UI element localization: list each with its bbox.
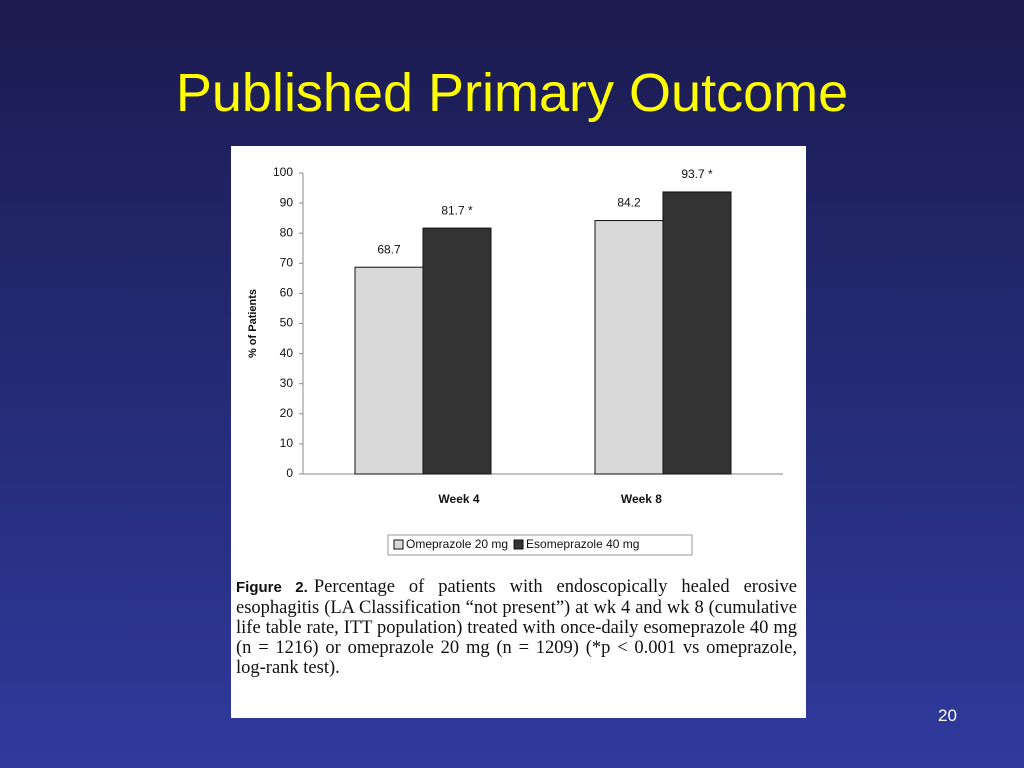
figure-panel: 0 10 20 30 40 50 60 70 80 90 100 % of Patients Week …	[231, 146, 806, 718]
chart: 0 10 20 30 40 50 60 70 80 90 100 % of Patients Week …	[247, 165, 783, 556]
y-tick-label: 90	[280, 195, 294, 209]
caption-text: Percentage of patients with endoscopical…	[236, 577, 797, 678]
y-tick-label: 70	[280, 255, 294, 269]
value-label: 68.7	[377, 242, 401, 256]
bar	[594, 220, 664, 475]
y-tick-label: 60	[280, 286, 294, 300]
figure-caption: Figure 2. Percentage of patients with end…	[236, 577, 797, 678]
legend-swatch	[393, 539, 404, 550]
y-tick-label: 80	[280, 225, 294, 239]
bar	[354, 266, 424, 475]
y-tick-label: 50	[280, 316, 294, 330]
y-tick-label: 0	[286, 466, 293, 480]
bar	[662, 191, 732, 475]
slide-title: Published Primary Outcome	[175, 63, 849, 123]
y-axis-label: % of Patients	[247, 289, 259, 358]
figure-label: Figure 2.	[236, 579, 308, 596]
x-tick-label: Week 8	[621, 492, 662, 506]
legend-box	[387, 534, 693, 556]
legend-label: Omeprazole 20 mg	[406, 537, 508, 551]
bar	[422, 227, 492, 475]
page-number: 20	[938, 706, 957, 725]
value-label: 81.7 *	[441, 203, 473, 217]
value-label: 84.2	[617, 196, 641, 210]
value-label: 93.7 *	[681, 167, 713, 181]
y-tick-label: 40	[280, 346, 294, 360]
legend-label: Esomeprazole 40 mg	[526, 537, 639, 551]
y-tick-label: 10	[280, 436, 294, 450]
legend-swatch	[513, 539, 524, 550]
x-tick-label: Week 4	[438, 492, 479, 506]
y-tick-label: 30	[280, 376, 294, 390]
y-tick-label: 20	[280, 406, 294, 420]
y-tick-label: 100	[273, 165, 293, 179]
